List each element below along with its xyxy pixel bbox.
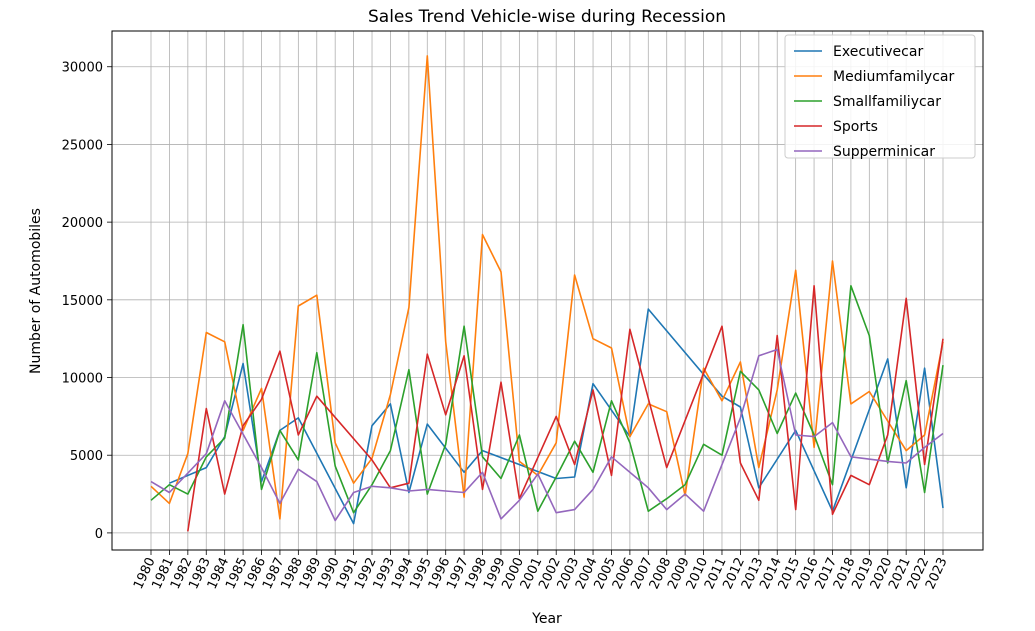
x-axis-title: Year (531, 611, 562, 627)
y-tick-label: 20000 (62, 216, 103, 231)
legend-label: Executivecar (833, 44, 923, 60)
series-lines (150, 55, 944, 532)
legend-label: Mediumfamilycar (833, 69, 954, 85)
y-axis-ticks: 0 5000 10000 15000 20000 25000 30000 (62, 61, 112, 542)
legend-label: Smallfamiliycar (833, 94, 941, 110)
y-tick-label: 30000 (62, 61, 103, 76)
series-line-sports (187, 284, 944, 532)
plot-frame (111, 30, 984, 551)
y-axis-title: Number of Automobiles (28, 208, 44, 374)
y-tick-label: 25000 (62, 138, 103, 153)
series-line-supperminicar (150, 348, 944, 522)
legend-label: Sports (833, 119, 878, 135)
legend: Executivecar Mediumfamilycar Smallfamiliyc… (784, 34, 976, 160)
y-tick-label: 5000 (70, 449, 103, 464)
legend-box (784, 34, 976, 159)
y-tick-label: 10000 (62, 372, 103, 387)
legend-label: Supperminicar (833, 144, 935, 160)
y-tick-label: 15000 (62, 294, 103, 309)
y-tick-label: 0 (95, 527, 103, 542)
series-line-mediumfamilycar (150, 55, 944, 520)
chart-title: Sales Trend Vehicle-wise during Recessio… (368, 7, 726, 27)
